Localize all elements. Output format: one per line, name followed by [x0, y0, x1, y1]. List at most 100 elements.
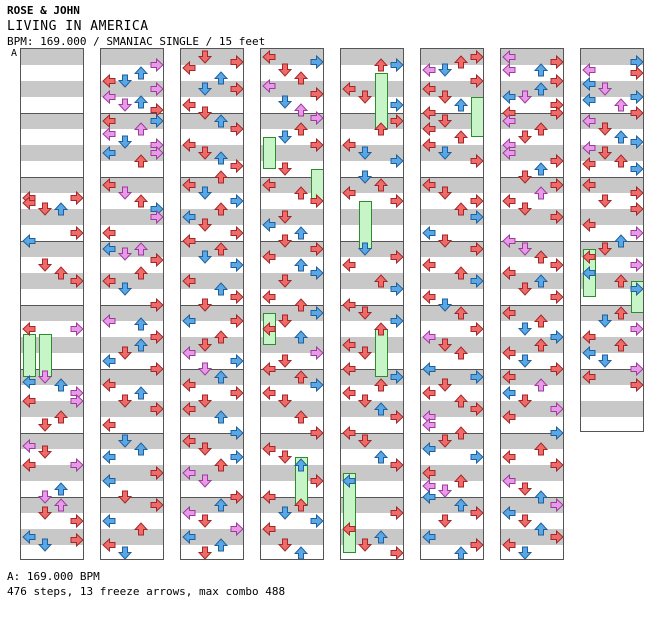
arrow-left-icon	[182, 61, 196, 76]
measure-line	[261, 305, 323, 306]
arrow-up-icon	[374, 322, 388, 336]
measure-line	[341, 113, 403, 114]
arrow-right-icon	[150, 146, 163, 160]
arrow-up-icon	[214, 202, 228, 216]
arrow-right-icon	[470, 370, 483, 384]
arrow-left-icon	[182, 402, 196, 416]
arrow-right-icon	[550, 178, 563, 192]
arrow-down-icon	[518, 242, 532, 256]
arrow-right-icon	[230, 226, 243, 240]
arrow-right-icon	[630, 90, 643, 104]
arrow-up-icon	[534, 522, 548, 536]
arrow-left-icon	[502, 50, 516, 64]
arrow-left-icon	[182, 178, 196, 192]
arrow-right-icon	[550, 258, 563, 272]
arrow-left-icon	[502, 370, 516, 384]
arrow-left-icon	[342, 338, 356, 352]
chart-column-3	[180, 48, 244, 560]
arrow-up-icon	[614, 154, 628, 168]
arrow-down-icon	[278, 162, 292, 176]
measure-line	[101, 305, 163, 306]
arrow-up-icon	[214, 170, 228, 184]
arrow-down-icon	[358, 306, 372, 320]
arrow-down-icon	[198, 338, 212, 352]
arrow-down-icon	[198, 546, 212, 559]
arrow-right-icon	[390, 154, 403, 168]
arrow-down-icon	[198, 186, 212, 200]
arrow-left-icon	[22, 374, 36, 389]
arrow-up-icon	[454, 546, 468, 559]
arrow-up-icon	[214, 330, 228, 344]
freeze-arrow	[375, 73, 388, 129]
arrow-left-icon	[502, 346, 516, 360]
arrow-left-icon	[262, 218, 276, 232]
arrow-left-icon	[422, 530, 436, 544]
arrow-down-icon	[438, 378, 452, 392]
arrow-down-icon	[118, 282, 132, 296]
arrow-left-icon	[502, 90, 516, 104]
arrow-down-icon	[278, 450, 292, 464]
measure-line	[581, 369, 643, 370]
arrow-right-icon	[470, 242, 483, 256]
arrow-left-icon	[182, 210, 196, 224]
arrow-right-icon	[550, 106, 563, 120]
arrow-up-icon	[214, 458, 228, 472]
arrow-left-icon	[582, 218, 596, 232]
arrow-up-icon	[134, 338, 148, 352]
arrow-up-icon	[54, 378, 68, 392]
arrow-left-icon	[182, 234, 196, 248]
arrow-down-icon	[518, 322, 532, 336]
arrow-right-icon	[390, 506, 403, 520]
arrow-left-icon	[502, 506, 516, 520]
arrow-right-icon	[630, 226, 643, 240]
arrow-right-icon	[630, 106, 643, 120]
arrow-down-icon	[518, 514, 532, 528]
measure-line	[261, 113, 323, 114]
chart-column-5	[340, 48, 404, 560]
arrow-left-icon	[22, 530, 36, 544]
arrow-up-icon	[134, 266, 148, 280]
arrow-up-icon	[454, 498, 468, 512]
chart-column-6	[420, 48, 484, 560]
arrow-down-icon	[598, 122, 612, 136]
arrow-left-icon	[182, 530, 196, 544]
arrow-right-icon	[310, 426, 323, 440]
arrow-up-icon	[214, 410, 228, 424]
step-stats: 476 steps, 13 freeze arrows, max combo 4…	[7, 585, 286, 598]
arrow-down-icon	[518, 354, 532, 368]
arrow-right-icon	[390, 410, 403, 424]
arrow-left-icon	[182, 314, 196, 328]
arrow-left-icon	[262, 290, 276, 304]
arrow-up-icon	[534, 162, 548, 176]
measure-line	[501, 113, 563, 114]
arrow-down-icon	[518, 282, 532, 296]
arrow-down-icon	[438, 90, 452, 104]
arrow-left-icon	[422, 258, 436, 272]
arrow-right-icon	[470, 74, 483, 88]
freeze-arrow	[263, 137, 276, 169]
arrow-up-icon	[214, 242, 228, 256]
arrow-right-icon	[310, 514, 323, 528]
arrow-right-icon	[470, 402, 483, 416]
arrow-left-icon	[422, 122, 436, 136]
measure-line	[181, 113, 243, 114]
arrow-down-icon	[118, 186, 132, 200]
measure-line	[421, 433, 483, 434]
arrow-right-icon	[150, 58, 163, 72]
arrow-up-icon	[134, 122, 148, 136]
arrow-left-icon	[422, 418, 436, 432]
arrow-up-icon	[534, 63, 548, 77]
arrow-left-icon	[342, 258, 356, 272]
arrow-up-icon	[54, 482, 68, 496]
arrow-right-icon	[230, 158, 243, 173]
arrow-right-icon	[550, 290, 563, 304]
arrow-right-icon	[550, 498, 563, 512]
arrow-down-icon	[198, 394, 212, 408]
arrow-right-icon	[70, 322, 83, 336]
arrow-right-icon	[70, 514, 83, 528]
arrow-right-icon	[230, 314, 243, 328]
arrow-down-icon	[278, 394, 292, 408]
arrow-up-icon	[294, 458, 308, 472]
arrow-up-icon	[214, 370, 228, 384]
arrow-right-icon	[230, 386, 243, 400]
